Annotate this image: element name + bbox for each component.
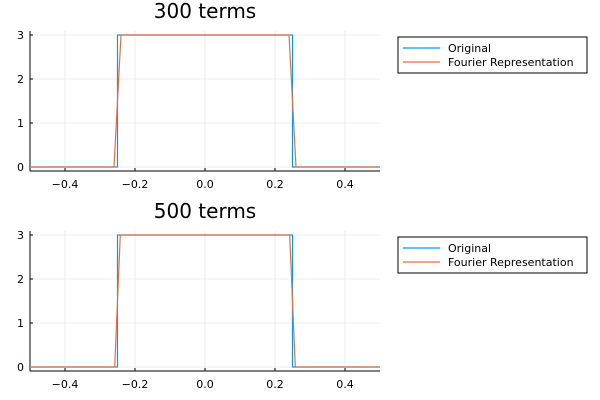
x-tick-label: −0.4 <box>52 178 79 191</box>
y-tick-label: 1 <box>17 117 24 130</box>
chart-title: 300 terms <box>154 0 256 23</box>
x-tick-label: 0.2 <box>266 178 284 191</box>
series-line <box>30 234 380 368</box>
y-tick-label: 0 <box>17 161 24 174</box>
chart-title: 500 terms <box>154 199 256 223</box>
y-tick-label: 1 <box>17 317 24 330</box>
chart-panel: 300 terms −0.4 −0.2 0.0 0.2 0.4 0 1 2 3 OriginalFo… <box>17 0 588 191</box>
x-tick-label: 0.0 <box>196 378 214 391</box>
legend-box <box>397 36 588 74</box>
y-tick-label: 3 <box>17 229 24 242</box>
series-line <box>30 34 380 168</box>
legend-label: Original <box>448 242 491 255</box>
x-tick-label: 0.4 <box>336 178 354 191</box>
y-tick-label: 0 <box>17 361 24 374</box>
y-tick-label: 3 <box>17 29 24 42</box>
y-tick-label: 2 <box>17 273 24 286</box>
x-tick-label: 0.0 <box>196 178 214 191</box>
legend-box <box>397 236 588 274</box>
x-tick-label: −0.2 <box>122 378 149 391</box>
chart-panel: 500 terms −0.4 −0.2 0.0 0.2 0.4 0 1 2 3 OriginalFo… <box>17 199 588 391</box>
x-tick-label: 0.2 <box>266 378 284 391</box>
legend-label: Fourier Representation <box>448 56 574 69</box>
x-tick-label: 0.4 <box>336 378 354 391</box>
x-tick-label: −0.4 <box>52 378 79 391</box>
x-tick-label: −0.2 <box>122 178 149 191</box>
y-tick-label: 2 <box>17 73 24 86</box>
legend-label: Fourier Representation <box>448 256 574 269</box>
legend-label: Original <box>448 42 491 55</box>
panels: 300 terms−0.4 −0.2 0.0 0.2 0.40123OriginalFo… <box>17 0 588 391</box>
